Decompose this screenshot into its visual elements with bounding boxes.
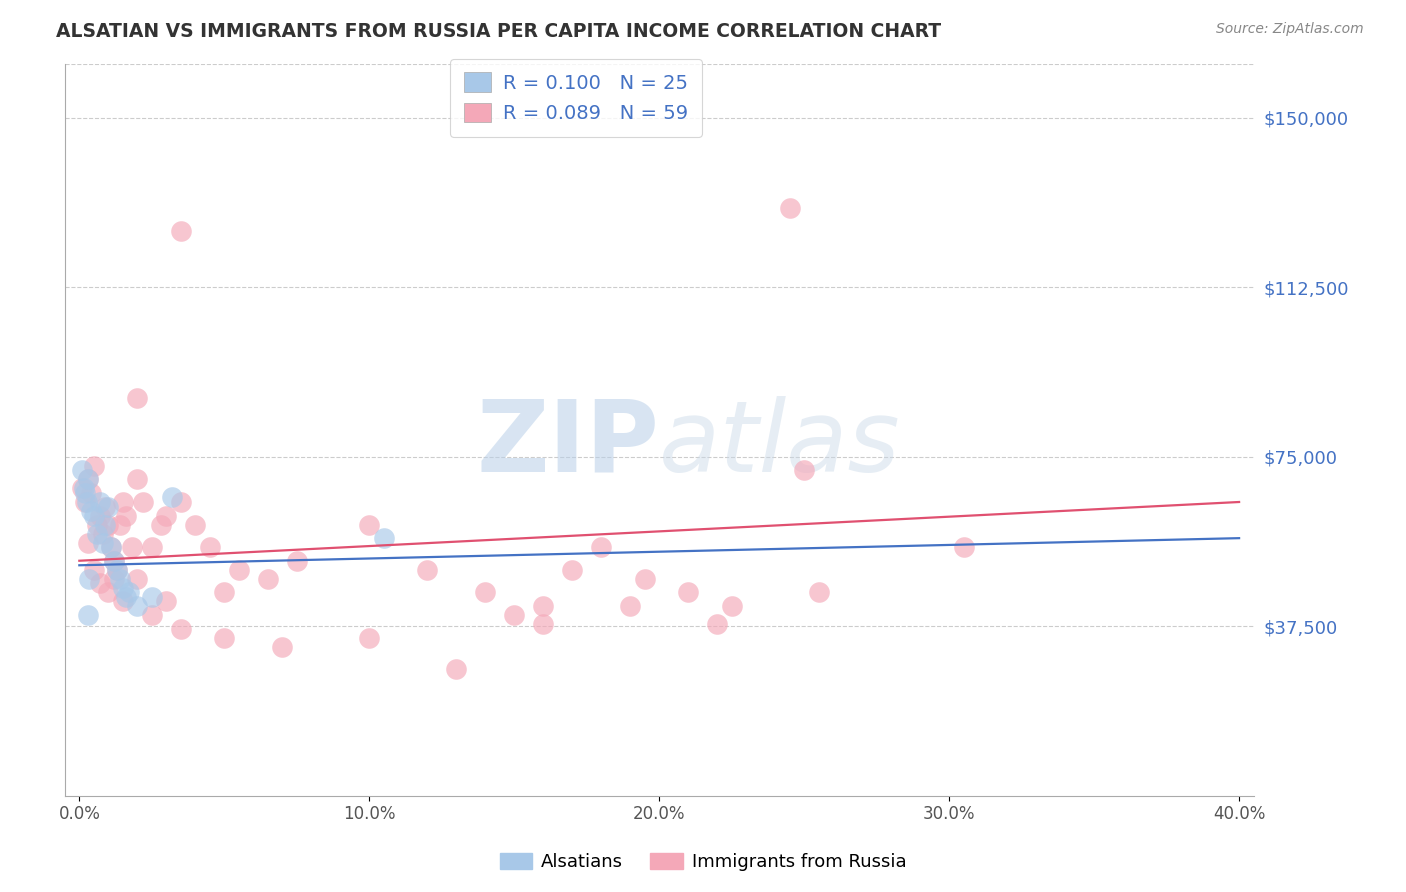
Point — [141, 590, 163, 604]
Point — [79, 572, 101, 586]
Point — [359, 631, 381, 645]
Point — [103, 554, 125, 568]
Point — [117, 585, 139, 599]
Point — [83, 563, 105, 577]
Point — [77, 472, 100, 486]
Point — [77, 535, 100, 549]
Point — [75, 495, 97, 509]
Point — [105, 563, 128, 577]
Point — [94, 517, 117, 532]
Point — [91, 535, 114, 549]
Point — [503, 607, 526, 622]
Point — [531, 617, 554, 632]
Point — [70, 463, 93, 477]
Point — [73, 482, 96, 496]
Point — [103, 554, 125, 568]
Point — [80, 504, 103, 518]
Point — [77, 472, 100, 486]
Point — [720, 599, 742, 613]
Text: ZIP: ZIP — [477, 396, 659, 492]
Point — [111, 495, 134, 509]
Point — [184, 517, 207, 532]
Point — [474, 585, 496, 599]
Point — [97, 517, 120, 532]
Point — [86, 526, 108, 541]
Point — [591, 540, 613, 554]
Point — [149, 517, 172, 532]
Point — [91, 526, 114, 541]
Point — [271, 640, 294, 654]
Point — [105, 563, 128, 577]
Point — [198, 540, 221, 554]
Point — [80, 486, 103, 500]
Point — [256, 572, 278, 586]
Point — [94, 500, 117, 514]
Point — [127, 572, 149, 586]
Point — [170, 622, 193, 636]
Point — [170, 224, 193, 238]
Point — [416, 563, 439, 577]
Point — [214, 631, 236, 645]
Point — [155, 508, 177, 523]
Legend: Alsatians, Immigrants from Russia: Alsatians, Immigrants from Russia — [492, 846, 914, 879]
Point — [114, 508, 136, 523]
Point — [127, 391, 149, 405]
Text: Source: ZipAtlas.com: Source: ZipAtlas.com — [1216, 22, 1364, 37]
Point — [807, 585, 830, 599]
Legend: R = 0.100   N = 25, R = 0.089   N = 59: R = 0.100 N = 25, R = 0.089 N = 59 — [450, 59, 702, 136]
Point — [114, 590, 136, 604]
Point — [706, 617, 728, 632]
Point — [83, 458, 105, 473]
Point — [77, 607, 100, 622]
Point — [141, 607, 163, 622]
Point — [155, 594, 177, 608]
Point — [97, 500, 120, 514]
Point — [111, 581, 134, 595]
Point — [103, 572, 125, 586]
Point — [359, 517, 381, 532]
Point — [83, 508, 105, 523]
Point — [214, 585, 236, 599]
Point — [100, 540, 122, 554]
Point — [70, 482, 93, 496]
Point — [127, 599, 149, 613]
Point — [619, 599, 641, 613]
Point — [76, 495, 98, 509]
Point — [89, 495, 111, 509]
Point — [89, 508, 111, 523]
Point — [952, 540, 974, 554]
Point — [228, 563, 250, 577]
Point — [100, 540, 122, 554]
Point — [127, 472, 149, 486]
Point — [285, 554, 308, 568]
Point — [446, 662, 468, 676]
Point — [779, 201, 801, 215]
Point — [170, 495, 193, 509]
Point — [108, 572, 131, 586]
Point — [108, 517, 131, 532]
Text: ALSATIAN VS IMMIGRANTS FROM RUSSIA PER CAPITA INCOME CORRELATION CHART: ALSATIAN VS IMMIGRANTS FROM RUSSIA PER C… — [56, 22, 942, 41]
Point — [97, 585, 120, 599]
Point — [676, 585, 699, 599]
Point — [793, 463, 815, 477]
Point — [160, 491, 183, 505]
Point — [75, 486, 97, 500]
Point — [111, 594, 134, 608]
Point — [89, 576, 111, 591]
Point — [634, 572, 657, 586]
Point — [141, 540, 163, 554]
Point — [86, 517, 108, 532]
Text: atlas: atlas — [659, 396, 901, 492]
Point — [132, 495, 155, 509]
Point — [531, 599, 554, 613]
Point — [561, 563, 583, 577]
Point — [373, 531, 395, 545]
Point — [121, 540, 143, 554]
